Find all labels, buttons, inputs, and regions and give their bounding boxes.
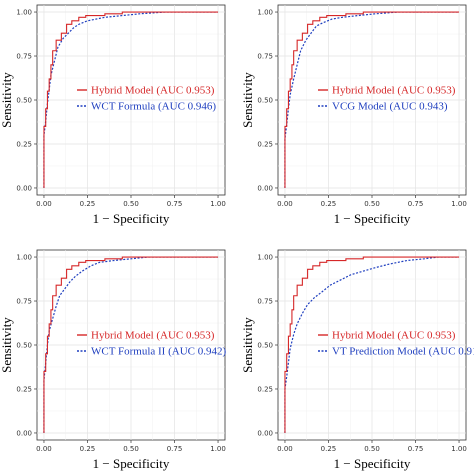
legend-label-2: VCG Model (AUC 0.943) [332, 101, 448, 113]
x-tick-label: 0.00 [277, 445, 293, 453]
legend: Hybrid Model (AUC 0.953) WCT Formula (AUC… [77, 85, 216, 113]
y-tick-label: 0.50 [16, 342, 32, 350]
x-tick-label: 0.25 [321, 200, 337, 208]
x-tick-label: 1.00 [210, 445, 226, 453]
roc-curve-1 [284, 256, 460, 433]
x-tick-label: 0.00 [36, 200, 52, 208]
x-axis-title: 1 − Specificity [334, 456, 411, 471]
x-tick-label: 1.00 [210, 200, 226, 208]
y-tick-label: 1.00 [257, 9, 273, 17]
y-tick-label: 0.50 [257, 342, 273, 350]
x-tick-label: 0.50 [123, 200, 139, 208]
y-axis-title: Sensitivity [0, 72, 14, 128]
y-tick-label: 0.25 [16, 140, 32, 148]
roc-curve-1 [43, 256, 219, 433]
x-axis-title: 1 − Specificity [93, 211, 170, 226]
legend: Hybrid Model (AUC 0.953) VT Prediction Mo… [318, 330, 474, 358]
roc-panel-4: 0.00 0.25 0.50 0.75 1.00 0.00 0.25 0.50 0.75 1.00… [240, 249, 474, 471]
y-tick-label: 0.50 [16, 97, 32, 105]
y-tick-label: 0.75 [16, 53, 32, 61]
roc-curve-1 [284, 11, 460, 188]
y-tick-label: 0.50 [257, 97, 273, 105]
roc-panel-1: 0.00 0.25 0.50 0.75 1.00 0.00 0.25 0.50 0.75 1.00… [0, 4, 226, 226]
y-tick-label: 0.25 [16, 385, 32, 393]
x-axis-title: 1 − Specificity [93, 456, 170, 471]
x-tick-label: 0.75 [167, 200, 183, 208]
legend: Hybrid Model (AUC 0.953) WCT Formula II (… [77, 330, 226, 358]
y-tick-label: 1.00 [16, 254, 32, 262]
y-tick-label: 0.00 [257, 184, 273, 192]
legend-label-1: Hybrid Model (AUC 0.953) [91, 85, 215, 97]
legend-label-2: WCT Formula (AUC 0.946) [91, 101, 216, 113]
x-tick-label: 0.25 [80, 445, 96, 453]
y-tick-label: 0.75 [16, 298, 32, 306]
y-axis-title: Sensitivity [240, 72, 255, 128]
x-tick-label: 0.25 [80, 200, 96, 208]
y-tick-label: 0.75 [257, 298, 273, 306]
x-tick-label: 0.00 [277, 200, 293, 208]
x-tick-label: 0.75 [408, 200, 424, 208]
roc-panel-2: 0.00 0.25 0.50 0.75 1.00 0.00 0.25 0.50 0.75 1.00… [240, 4, 467, 226]
roc-curve-2 [43, 256, 219, 433]
y-tick-label: 0.00 [16, 184, 32, 192]
x-tick-label: 0.50 [364, 445, 380, 453]
x-tick-label: 0.75 [167, 445, 183, 453]
y-tick-label: 0.25 [257, 140, 273, 148]
y-axis-title: Sensitivity [0, 317, 14, 373]
legend: Hybrid Model (AUC 0.953) VCG Model (AUC 0… [318, 85, 456, 113]
roc-curve-2 [284, 11, 460, 188]
legend-label-1: Hybrid Model (AUC 0.953) [91, 330, 215, 342]
x-tick-label: 1.00 [451, 200, 467, 208]
y-tick-label: 0.00 [257, 429, 273, 437]
legend-label-2: WCT Formula II (AUC 0.942) [91, 346, 226, 358]
x-tick-label: 0.50 [364, 200, 380, 208]
legend-label-1: Hybrid Model (AUC 0.953) [332, 330, 456, 342]
y-tick-label: 0.75 [257, 53, 273, 61]
y-tick-label: 0.00 [16, 429, 32, 437]
legend-label-2: VT Prediction Model (AUC 0.911) [332, 346, 474, 358]
legend-label-1: Hybrid Model (AUC 0.953) [332, 85, 456, 97]
y-tick-label: 0.25 [257, 385, 273, 393]
x-tick-label: 0.25 [321, 445, 337, 453]
roc-curve-1 [43, 11, 219, 188]
roc-panel-3: 0.00 0.25 0.50 0.75 1.00 0.00 0.25 0.50 0.75 1.00… [0, 249, 226, 471]
x-tick-label: 0.75 [408, 445, 424, 453]
x-tick-label: 1.00 [451, 445, 467, 453]
y-tick-label: 1.00 [16, 9, 32, 17]
x-tick-label: 0.50 [123, 445, 139, 453]
x-axis-title: 1 − Specificity [334, 211, 411, 226]
x-tick-label: 0.00 [36, 445, 52, 453]
y-axis-title: Sensitivity [240, 317, 255, 373]
y-tick-label: 1.00 [257, 254, 273, 262]
